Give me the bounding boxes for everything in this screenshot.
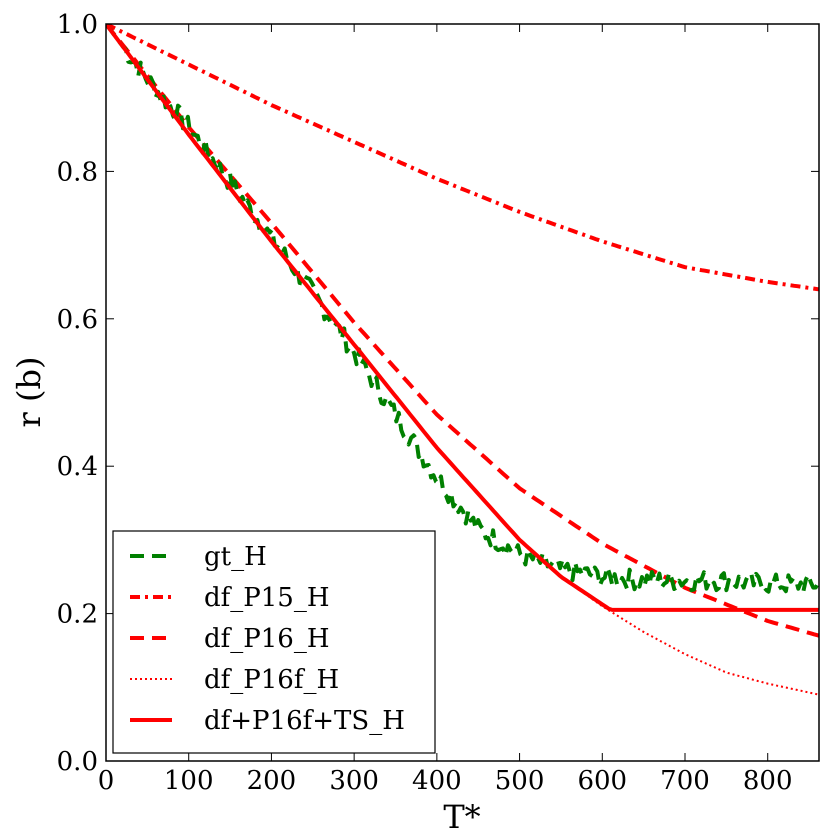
ticks-layer: 0 100 200 300 400 500 600 700 800 0.0 0.2 0.4 0.6 0.8… xyxy=(57,10,819,796)
legend-label: df_P16f_H xyxy=(204,665,339,695)
series-line-df+P16f+TS_H xyxy=(106,24,819,612)
y-tick-label: 0.2 xyxy=(57,600,98,630)
y-tick-label: 1.0 xyxy=(57,10,98,40)
x-tick-label: 700 xyxy=(660,766,710,796)
legend-label: df_P15_H xyxy=(204,583,330,613)
y-tick-label: 0.0 xyxy=(57,747,98,777)
y-tick-label: 0.8 xyxy=(57,157,98,187)
legend: gt_H df_P15_H df_P16_H df_P16f_H df+P16f+TS_… xyxy=(112,530,436,754)
legend-frame xyxy=(112,530,436,754)
series-layer xyxy=(106,24,819,696)
x-tick-label: 200 xyxy=(247,766,297,796)
series-line-df_P16f_H xyxy=(106,24,819,696)
x-tick-label: 600 xyxy=(577,766,627,796)
legend-label: df_P16_H xyxy=(204,624,330,654)
x-tick-label: 800 xyxy=(743,766,793,796)
x-tick-label: 300 xyxy=(329,766,379,796)
y-tick-label: 0.4 xyxy=(57,452,98,482)
series-line-gt_H xyxy=(106,24,819,595)
x-tick-label: 500 xyxy=(495,766,545,796)
legend-label: gt_H xyxy=(204,542,267,572)
x-tick-label: 400 xyxy=(412,766,462,796)
legend-label: df+P16f+TS_H xyxy=(204,706,405,736)
series-line-df_P16_H xyxy=(106,24,819,638)
x-tick-label: 100 xyxy=(164,766,214,796)
y-axis-label: r (b) xyxy=(10,357,48,428)
y-tick-label: 0.6 xyxy=(57,305,98,335)
x-tick-label: 0 xyxy=(98,766,115,796)
plot-frame xyxy=(105,23,820,762)
series-line-df_P15_H xyxy=(106,24,819,292)
x-axis-label: T* xyxy=(443,798,480,835)
